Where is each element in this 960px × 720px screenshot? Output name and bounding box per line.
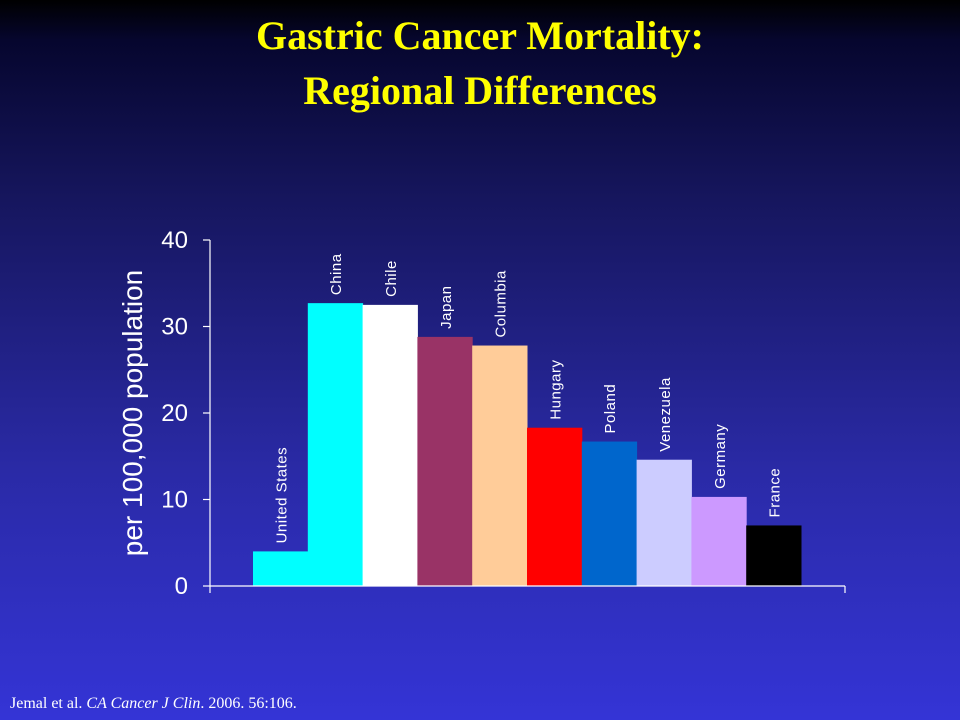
slide-title-line-2: Regional Differences	[303, 68, 657, 113]
bar-label-china: China	[328, 253, 345, 295]
bar-poland	[581, 441, 638, 586]
y-axis-title: per 100,000 population	[117, 270, 148, 556]
bar-chile	[362, 304, 418, 586]
y-tick-label-40: 40	[161, 227, 188, 254]
bar-columbia	[472, 345, 528, 586]
bar-label-poland: Poland	[602, 384, 619, 434]
bar-venezuela	[636, 459, 692, 586]
bar-china	[307, 303, 364, 586]
citation-journal: CA Cancer J Clin	[86, 695, 201, 712]
bar-label-venezuela: Venezuela	[657, 377, 674, 452]
bar-label-united-states: United States	[273, 447, 290, 544]
bar-germany	[691, 496, 747, 586]
bar-label-columbia: Columbia	[493, 270, 510, 338]
citation: Jemal et al. CA Cancer J Clin. 2006. 56:…	[10, 695, 297, 713]
y-tick-label-30: 30	[161, 314, 188, 341]
citation-details: . 2006. 56:106.	[200, 695, 297, 712]
bar-united-states	[253, 551, 309, 586]
bar-label-japan: Japan	[438, 286, 455, 329]
bar-label-france: France	[767, 468, 784, 518]
bar-label-chile: Chile	[383, 260, 400, 297]
bar-hungary	[527, 427, 583, 586]
y-tick-label-10: 10	[161, 487, 188, 514]
bar-france	[746, 525, 802, 586]
y-tick-label-20: 20	[161, 400, 188, 427]
bar-label-hungary: Hungary	[547, 360, 564, 420]
y-tick-label-0: 0	[175, 573, 188, 600]
bar-label-germany: Germany	[712, 424, 729, 489]
citation-authors: Jemal et al.	[10, 695, 83, 712]
slide-title-line-1: Gastric Cancer Mortality:	[256, 13, 704, 58]
bar-japan	[417, 336, 473, 586]
